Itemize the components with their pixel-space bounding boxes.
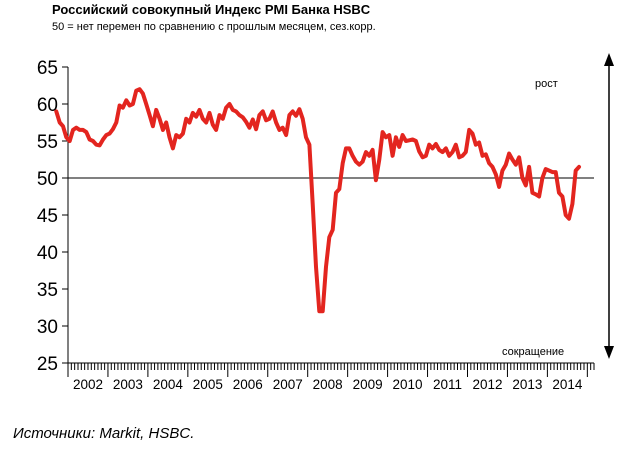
x-axis-labels: 2002 2003 2004 2005 2006 2007 2008 2009 2010 2011… xyxy=(73,377,583,392)
growth-contraction-arrow xyxy=(604,53,614,359)
y-axis-labels: 25 30 35 40 45 50 55 60 65 xyxy=(37,58,58,375)
y-axis-ticks xyxy=(62,66,68,364)
x-axis-ticks xyxy=(67,363,595,377)
y-tick-label-25: 25 xyxy=(37,354,58,375)
series-line-pmi xyxy=(54,87,581,314)
x-tick-label-2014: 2014 xyxy=(552,377,583,392)
x-tick-label-2009: 2009 xyxy=(353,377,383,392)
y-tick-label-60: 60 xyxy=(37,95,58,116)
arrow-head-down-icon xyxy=(604,346,614,359)
y-tick-label-40: 40 xyxy=(37,243,58,264)
x-tick-label-2002: 2002 xyxy=(73,377,103,392)
x-tick-label-2003: 2003 xyxy=(113,377,143,392)
y-tick-label-65: 65 xyxy=(37,58,58,79)
y-tick-label-50: 50 xyxy=(37,169,58,190)
chart-subtitle: 50 = нет перемен по сравнению с прошлым … xyxy=(52,21,376,33)
x-tick-label-2007: 2007 xyxy=(273,377,303,392)
x-tick-label-2008: 2008 xyxy=(313,377,343,392)
y-tick-label-30: 30 xyxy=(37,317,58,338)
x-tick-label-2004: 2004 xyxy=(153,377,184,392)
annotation-contraction: сокращение xyxy=(502,346,564,358)
x-tick-label-2013: 2013 xyxy=(512,377,542,392)
chart-title: Российский совокупный Индекс PMI Банка H… xyxy=(52,2,371,17)
y-tick-label-35: 35 xyxy=(37,280,58,301)
x-tick-label-2011: 2011 xyxy=(433,377,462,392)
y-tick-label-45: 45 xyxy=(37,206,58,227)
annotation-growth: рост xyxy=(535,78,558,90)
x-tick-label-2006: 2006 xyxy=(233,377,263,392)
x-tick-label-2005: 2005 xyxy=(193,377,223,392)
y-tick-label-55: 55 xyxy=(37,132,58,153)
x-tick-label-2010: 2010 xyxy=(393,377,423,392)
source-note: Источники: Markit, HSBC. xyxy=(13,425,195,442)
x-tick-label-2012: 2012 xyxy=(472,377,502,392)
arrow-head-up-icon xyxy=(604,53,614,66)
